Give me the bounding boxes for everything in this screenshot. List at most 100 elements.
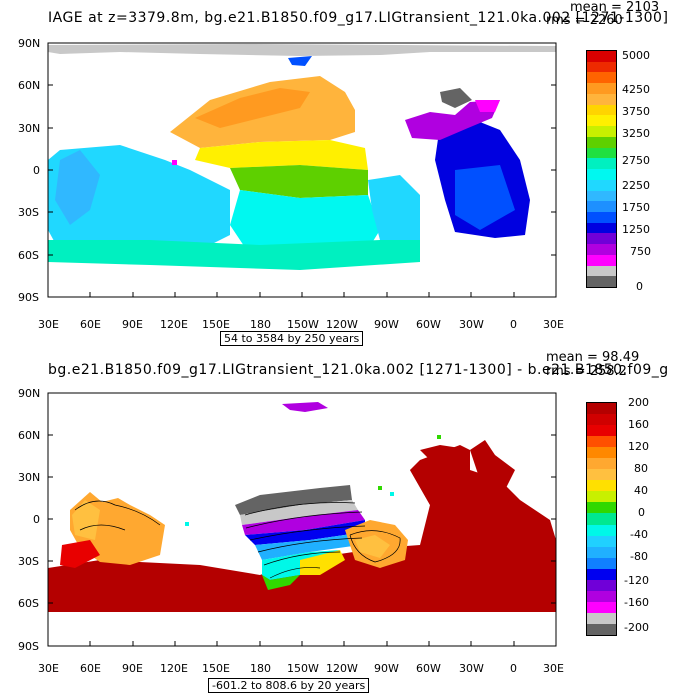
panel2-cb-label: 40 — [634, 484, 648, 497]
panel1-cb-label: 0 — [636, 280, 643, 293]
panel1-cb-label: 1750 — [622, 201, 650, 214]
panel2-colorbar-swatch — [587, 601, 616, 613]
panel2-lon-60w: 60W — [416, 662, 441, 675]
panel2-colorbar-swatch — [587, 480, 616, 492]
panel1-lon-150w: 150W — [287, 318, 319, 331]
panel1-colorbar-swatch — [587, 276, 616, 288]
panel2-lat-30n: 30N — [18, 471, 41, 484]
panel1-lon-60e: 60E — [80, 318, 101, 331]
panel2-lon-0: 0 — [510, 662, 517, 675]
panel1-lat-90s: 90S — [18, 291, 39, 304]
panel1-colorbar-swatch — [587, 212, 616, 223]
panel2-cb-label: -160 — [624, 596, 649, 609]
panel2-lon-90w: 90W — [374, 662, 399, 675]
panel2-cb-label: -200 — [624, 621, 649, 634]
panel1-colorbar — [586, 50, 617, 288]
panel2-cb-label: 200 — [628, 396, 649, 409]
panel1-ticks — [47, 42, 557, 298]
panel1-rms: rms = 2260 — [546, 13, 623, 28]
panel1-colorbar-swatch — [587, 51, 616, 62]
panel1-colorbar-swatch — [587, 201, 616, 213]
panel1-lon-120w: 120W — [326, 318, 358, 331]
panel2-colorbar-swatch — [587, 524, 616, 536]
panel2-lat-60s: 60S — [18, 597, 39, 610]
panel2-colorbar-swatch — [587, 513, 616, 525]
panel2-cb-label: -120 — [624, 574, 649, 587]
panel1-colorbar-swatch — [587, 126, 616, 137]
panel2-lon-30w: 30W — [459, 662, 484, 675]
panel2-ocean-fields — [48, 402, 556, 612]
panel2-lon-180: 180 — [250, 662, 271, 675]
panel1-colorbar-swatch — [587, 158, 616, 170]
panel2-lon-120e: 120E — [160, 662, 188, 675]
panel2-colorbar-swatch — [587, 546, 616, 558]
panel1-cb-label: 1250 — [622, 223, 650, 236]
panel1-cb-label: 3250 — [622, 127, 650, 140]
panel1-lat-90n: 90N — [18, 37, 41, 50]
panel2-lon-120w: 120W — [326, 662, 358, 675]
panel2-range-box: -601.2 to 808.6 by 20 years — [208, 678, 370, 693]
panel1-colorbar-swatch — [587, 169, 616, 180]
panel2-colorbar — [586, 402, 617, 636]
panel1-lon-0: 0 — [510, 318, 517, 331]
panel2-colorbar-swatch — [587, 535, 616, 547]
panel1-colorbar-swatch — [587, 83, 616, 94]
panel1-cb-label: 2250 — [622, 179, 650, 192]
panel2-lon-60e: 60E — [80, 662, 101, 675]
panel1-lat-30n: 30N — [18, 122, 41, 135]
panel1-lat-60n: 60N — [18, 79, 41, 92]
panel1-lon-30e: 30E — [38, 318, 59, 331]
panel1-lat-30s: 30S — [18, 206, 39, 219]
panel2-colorbar-swatch — [587, 447, 616, 459]
panel1-colorbar-swatch — [587, 233, 616, 245]
panel2-cb-label: 120 — [628, 440, 649, 453]
panel1-colorbar-swatch — [587, 222, 616, 234]
panel1-lon-120e: 120E — [160, 318, 188, 331]
panel1-title: IAGE at z=3379.8m, bg.e21.B1850.f09_g17.… — [48, 10, 669, 26]
panel1-colorbar-swatch — [587, 115, 616, 127]
panel1-lon-150e: 150E — [202, 318, 230, 331]
panel2-colorbar-swatch — [587, 491, 616, 503]
panel1-colorbar-swatch — [587, 72, 616, 84]
panel2-lon-150e: 150E — [202, 662, 230, 675]
panel1-mean: mean = 2103 — [570, 0, 660, 15]
panel2-colorbar-swatch — [587, 612, 616, 624]
panel2-lat-60n: 60N — [18, 429, 41, 442]
panel2-colorbar-swatch — [587, 469, 616, 481]
panel1-lat-0: 0 — [33, 164, 40, 177]
panel2-lat-90s: 90S — [18, 640, 39, 653]
panel2-colorbar-swatch — [587, 557, 616, 569]
panel2-contours — [74, 500, 401, 579]
panel2-cb-label: -80 — [630, 550, 648, 563]
panel1-cb-label: 4250 — [622, 83, 650, 96]
panel1-colorbar-swatch — [587, 93, 616, 105]
panel1-colorbar-swatch — [587, 244, 616, 255]
panel2-cb-label: 160 — [628, 418, 649, 431]
panel1-cb-label: 2750 — [622, 154, 650, 167]
panel2-lat-90n: 90N — [18, 387, 41, 400]
panel2-lon-150w: 150W — [287, 662, 319, 675]
panel2-cb-label: 80 — [634, 462, 648, 475]
panel2-colorbar-swatch — [587, 436, 616, 448]
panel1-lon-60w: 60W — [416, 318, 441, 331]
panel1-lat-60s: 60S — [18, 249, 39, 262]
panel1-lon-30w: 30W — [459, 318, 484, 331]
panel1-range-box: 54 to 3584 by 250 years — [220, 331, 364, 346]
panel2-lat-0: 0 — [33, 513, 40, 526]
panel1-colorbar-swatch — [587, 104, 616, 116]
panel2-colorbar-swatch — [587, 590, 616, 602]
panel1-cb-label: 5000 — [622, 49, 650, 62]
panel1-colorbar-swatch — [587, 179, 616, 191]
panel2-colorbar-swatch — [587, 403, 616, 415]
panel2-colorbar-swatch — [587, 425, 616, 437]
panel2-lat-30s: 30S — [18, 555, 39, 568]
panel1-lon-30e-end: 30E — [543, 318, 564, 331]
panel1-colorbar-swatch — [587, 254, 616, 266]
panel1-ocean-fields — [48, 44, 556, 270]
panel1-cb-label: 3750 — [622, 105, 650, 118]
panel1-cb-label: 750 — [630, 245, 651, 258]
panel2-lon-90e: 90E — [122, 662, 143, 675]
panel2-colorbar-swatch — [587, 623, 616, 635]
